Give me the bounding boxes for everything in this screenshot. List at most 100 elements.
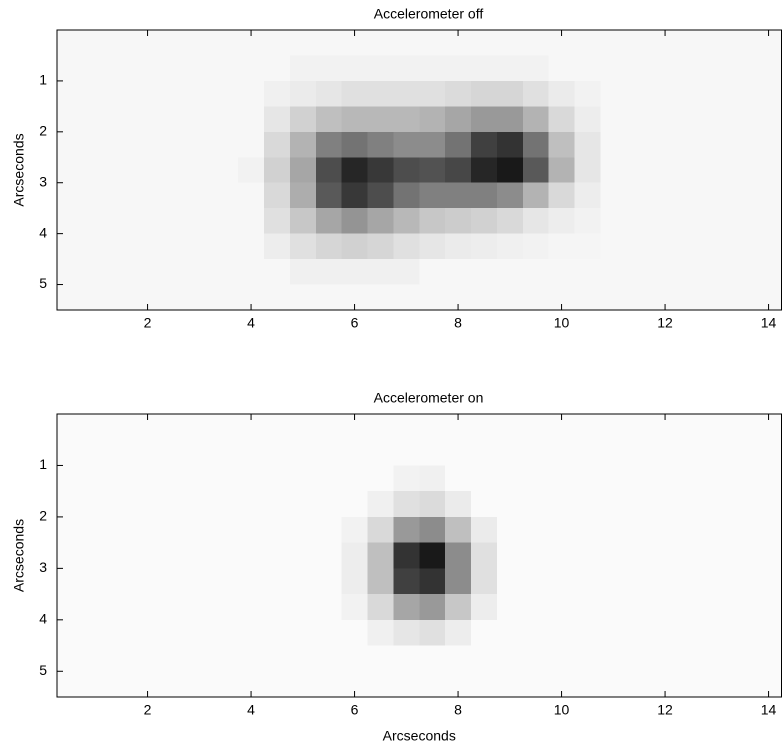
heat-cell bbox=[419, 259, 446, 286]
heat-cell bbox=[186, 30, 213, 56]
heat-cell bbox=[678, 491, 705, 518]
heat-cell bbox=[238, 233, 265, 260]
heat-cell bbox=[367, 619, 394, 647]
heat-cell bbox=[445, 516, 472, 544]
heat-cell bbox=[238, 645, 265, 672]
heat-cell bbox=[471, 106, 498, 133]
heat-cell bbox=[678, 619, 705, 647]
heat-cell bbox=[548, 594, 575, 621]
heat-cell bbox=[315, 645, 343, 672]
heat-cell bbox=[600, 80, 627, 107]
heat-cell bbox=[729, 106, 757, 133]
heat-cell bbox=[160, 491, 187, 518]
heat-cell bbox=[212, 568, 239, 595]
heat-cell bbox=[134, 55, 161, 82]
heat-cell bbox=[160, 619, 187, 647]
heat-cell bbox=[496, 233, 524, 260]
heat-cell bbox=[548, 157, 575, 184]
heat-cell bbox=[703, 131, 731, 158]
heat-cell bbox=[238, 516, 265, 544]
heat-cell bbox=[108, 80, 136, 107]
heat-cell bbox=[108, 491, 136, 518]
heat-cell bbox=[678, 233, 705, 260]
heat-cell bbox=[367, 259, 394, 286]
y-tick-label: 1 bbox=[39, 72, 47, 88]
heat-cell bbox=[82, 106, 110, 133]
heat-cell bbox=[574, 671, 601, 698]
heat-cell bbox=[367, 284, 394, 311]
heat-cell bbox=[57, 106, 84, 133]
heat-cell bbox=[574, 55, 601, 82]
heat-cell bbox=[289, 439, 317, 466]
heat-cell bbox=[186, 594, 213, 621]
heat-cell bbox=[186, 80, 213, 107]
heat-cell bbox=[729, 542, 757, 569]
heat-cell bbox=[264, 106, 291, 133]
heat-cell bbox=[471, 491, 498, 518]
heat-cell bbox=[548, 465, 575, 492]
heat-cell bbox=[315, 414, 343, 441]
heat-cell bbox=[419, 465, 446, 492]
heat-cell bbox=[522, 671, 550, 698]
heat-cell bbox=[264, 671, 291, 698]
heat-cell bbox=[186, 491, 213, 518]
heat-cell bbox=[703, 55, 731, 82]
heat-cell bbox=[341, 157, 368, 184]
heat-cell bbox=[212, 414, 239, 441]
heat-cell bbox=[57, 259, 84, 286]
heat-cell bbox=[600, 208, 627, 235]
heat-cell bbox=[574, 516, 601, 544]
heat-cell bbox=[626, 542, 653, 569]
heat-cell bbox=[445, 619, 472, 647]
heat-cell bbox=[289, 284, 317, 311]
heat-cell bbox=[264, 491, 291, 518]
heat-cell bbox=[186, 671, 213, 698]
heat-cell bbox=[82, 182, 110, 209]
heat-cell bbox=[108, 233, 136, 260]
heat-cell bbox=[729, 157, 757, 184]
heat-cell bbox=[678, 284, 705, 311]
heat-cell bbox=[341, 594, 368, 621]
heat-cell bbox=[652, 645, 679, 672]
heat-cell bbox=[160, 182, 187, 209]
heat-cell bbox=[471, 80, 498, 107]
heat-cell bbox=[393, 259, 420, 286]
heat-cell bbox=[134, 594, 161, 621]
heat-cell bbox=[471, 568, 498, 595]
heat-cell bbox=[522, 542, 550, 569]
heat-cell bbox=[160, 131, 187, 158]
heat-cell bbox=[729, 284, 757, 311]
heat-cell bbox=[134, 568, 161, 595]
heat-cell bbox=[678, 414, 705, 441]
heat-cell bbox=[600, 619, 627, 647]
heat-cell bbox=[108, 55, 136, 82]
heat-cell bbox=[652, 439, 679, 466]
heat-cell bbox=[600, 542, 627, 569]
x-tick-label: 10 bbox=[554, 702, 570, 718]
heat-cell bbox=[626, 414, 653, 441]
heat-cell bbox=[445, 182, 472, 209]
heat-cell bbox=[264, 208, 291, 235]
heat-cell bbox=[471, 30, 498, 56]
heat-cell bbox=[289, 30, 317, 56]
heat-cell bbox=[57, 568, 84, 595]
heat-cell bbox=[393, 619, 420, 647]
heat-cell bbox=[315, 55, 343, 82]
x-tick-label: 8 bbox=[454, 315, 462, 331]
heat-cell bbox=[82, 542, 110, 569]
heat-cell bbox=[496, 182, 524, 209]
heat-cell bbox=[315, 80, 343, 107]
heat-cell bbox=[574, 233, 601, 260]
heat-cell bbox=[626, 491, 653, 518]
heat-cell bbox=[315, 157, 343, 184]
heat-cell bbox=[496, 106, 524, 133]
heat-cell bbox=[212, 645, 239, 672]
heat-cell bbox=[341, 55, 368, 82]
heat-cell bbox=[160, 106, 187, 133]
heat-cell bbox=[212, 80, 239, 107]
heat-cell bbox=[419, 131, 446, 158]
heat-cell bbox=[289, 465, 317, 492]
heat-cell bbox=[522, 619, 550, 647]
heat-cell bbox=[600, 414, 627, 441]
heat-cell bbox=[678, 131, 705, 158]
